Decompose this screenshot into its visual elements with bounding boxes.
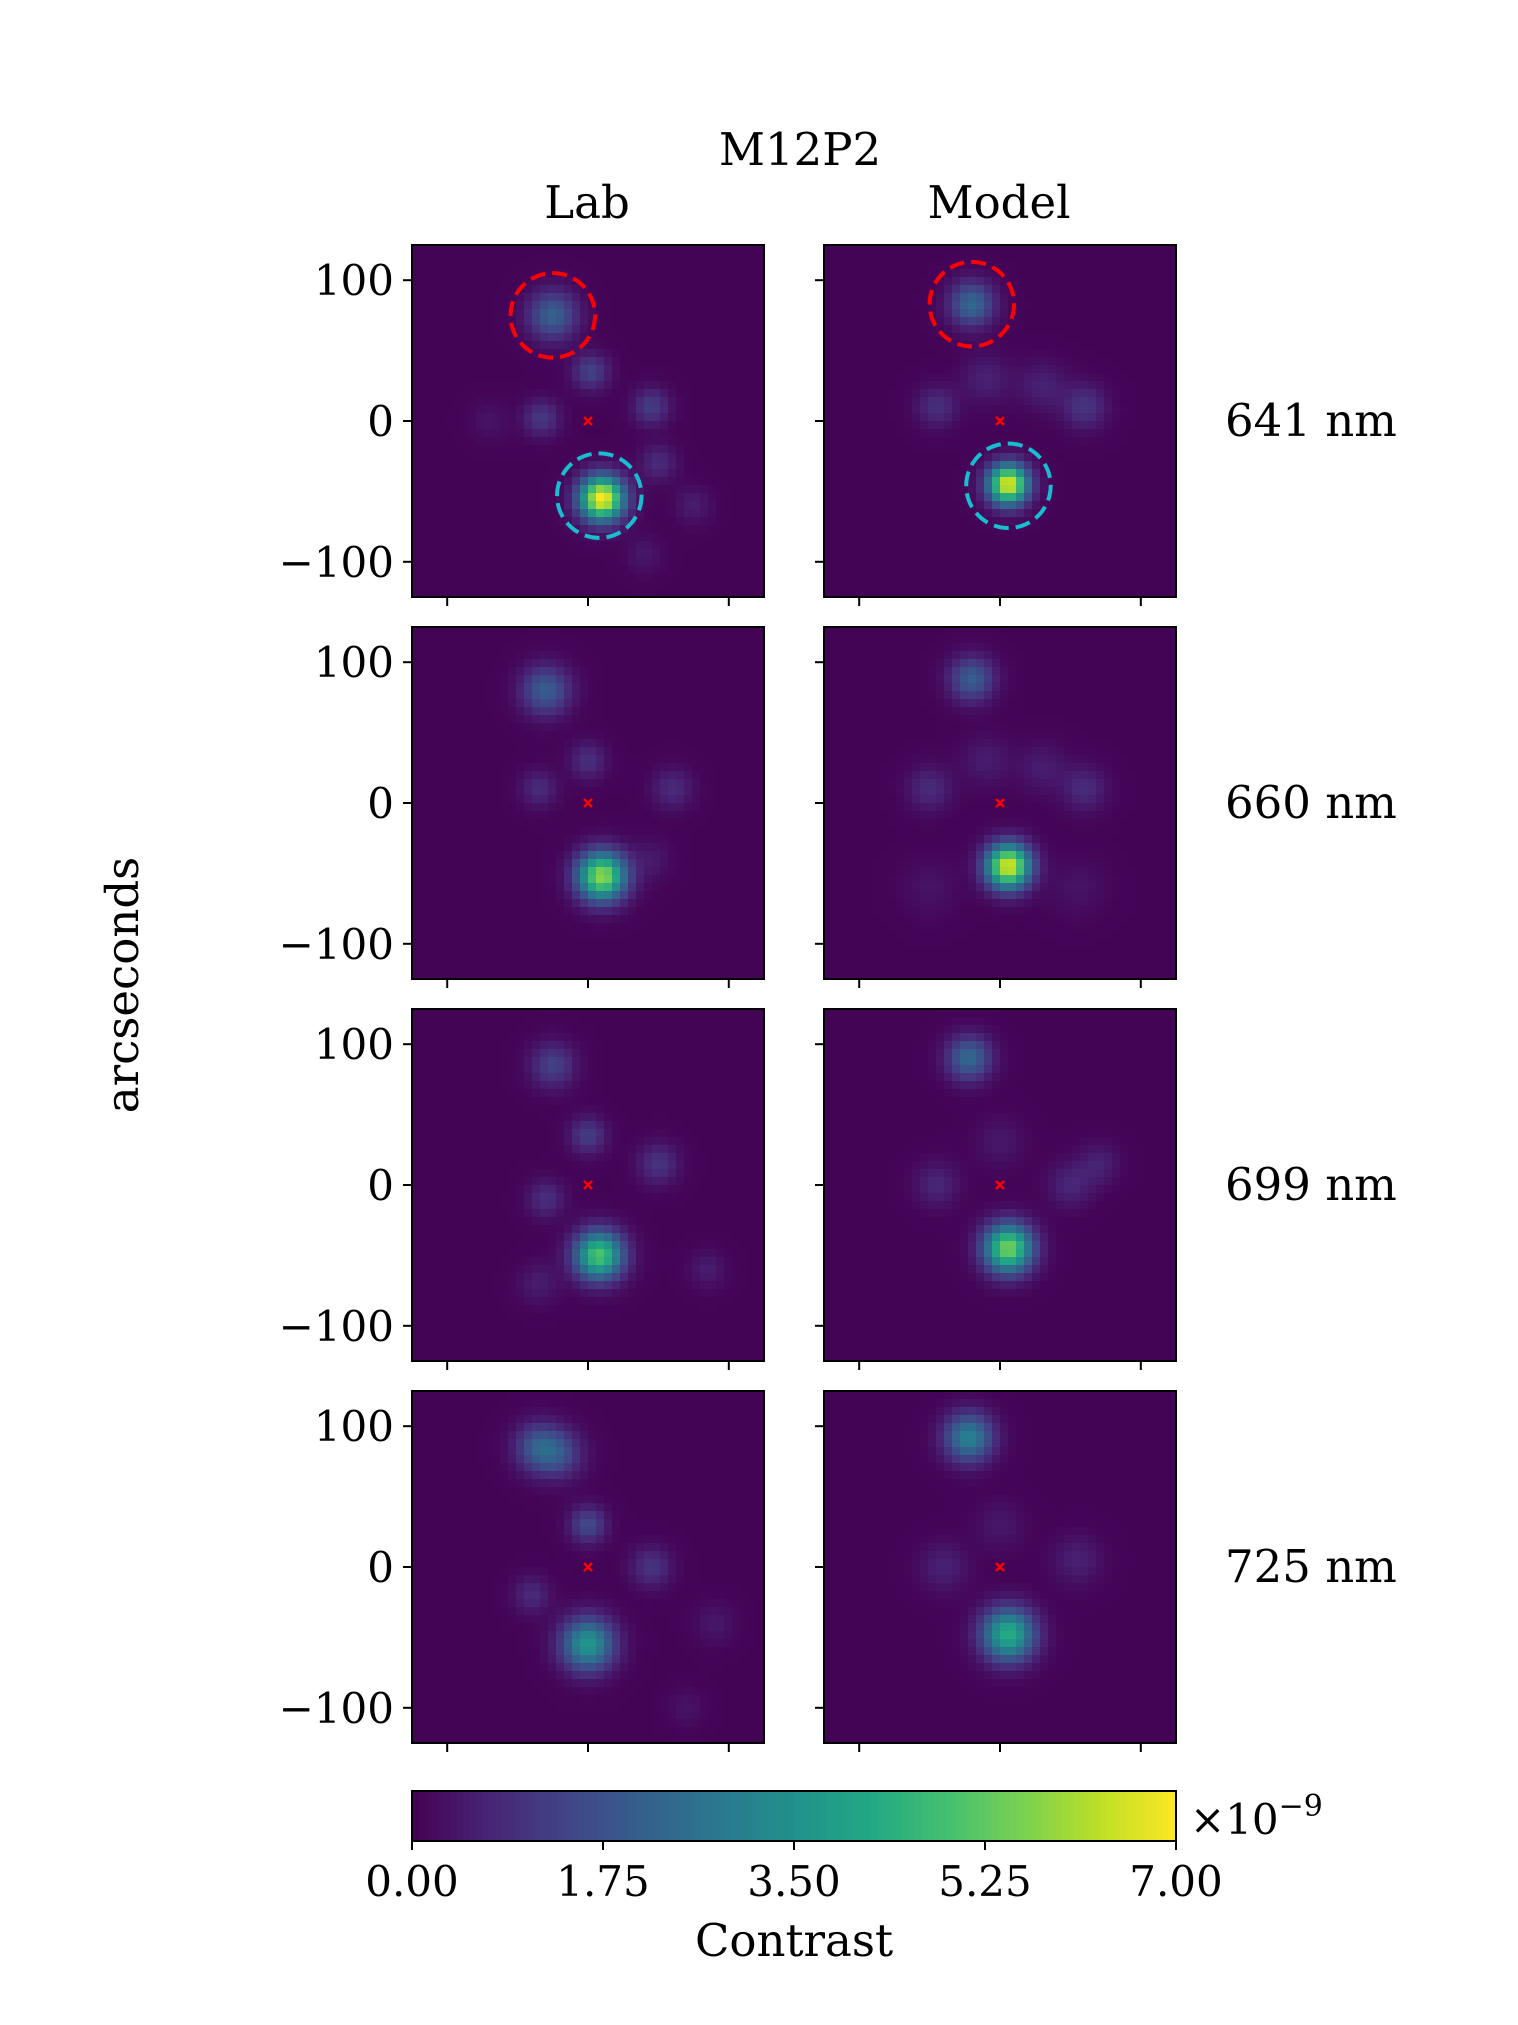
y-tick-label: 0 [367, 397, 394, 446]
center-marker [583, 1562, 593, 1572]
heatmap-image [412, 627, 765, 980]
center-marker [583, 1180, 593, 1190]
y-tick-label: −100 [279, 920, 394, 969]
colorbar-tick-label: 7.00 [1129, 1857, 1223, 1906]
panel-641-nm-model: 641 nm [815, 244, 1397, 606]
y-tick-label: 100 [314, 1020, 394, 1069]
target-circle [927, 259, 1017, 349]
target-circle [508, 271, 598, 360]
heatmap-image [412, 1009, 765, 1362]
y-tick-label: 100 [314, 638, 394, 687]
row-label-641-nm: 641 nm [1225, 394, 1397, 447]
y-tick-label: −100 [279, 1684, 394, 1733]
star-circle [964, 441, 1053, 531]
heatmap-image [824, 627, 1177, 980]
figure-title: M12P2 [719, 123, 881, 176]
colorbar-gradient [412, 1791, 1177, 1841]
center-marker [583, 416, 593, 426]
star-circle [555, 451, 644, 540]
colorbar-tick-label: 5.25 [938, 1857, 1032, 1906]
column-title-model: Model [928, 176, 1071, 229]
center-marker [995, 798, 1005, 808]
colorbar-tick-label: 3.50 [747, 1857, 841, 1906]
colorbar-label: Contrast [695, 1914, 893, 1967]
center-marker [995, 1180, 1005, 1190]
center-marker [583, 798, 593, 808]
row-label-725-nm: 725 nm [1225, 1540, 1397, 1593]
y-tick-label: 0 [367, 779, 394, 828]
center-marker [995, 1562, 1005, 1572]
panel-660-nm-model: 660 nm [815, 626, 1397, 988]
panel-grid: 100 0 −100 641 nm 100 0 −100 660 nm 100 0 −100 699 … [279, 244, 1397, 1752]
y-axis-label: arcseconds [96, 857, 149, 1113]
panel-699-nm-model: 699 nm [815, 1008, 1397, 1370]
heatmap-image [824, 1391, 1177, 1744]
panel-641-nm-lab: 100 0 −100 [279, 244, 765, 606]
y-tick-label: 0 [367, 1161, 394, 1210]
row-label-660-nm: 660 nm [1225, 776, 1397, 829]
colorbar-tick-label: 1.75 [556, 1857, 650, 1906]
panel-660-nm-lab: 100 0 −100 [279, 626, 765, 988]
panel-699-nm-lab: 100 0 −100 [279, 1008, 765, 1370]
colorbar-multiplier: ×10−9 [1190, 1789, 1323, 1844]
panel-725-nm-model: 725 nm [815, 1390, 1397, 1752]
heatmap-image [824, 245, 1177, 598]
y-tick-label: 100 [314, 1402, 394, 1451]
y-tick-label: −100 [279, 538, 394, 587]
column-title-lab: Lab [544, 176, 630, 229]
row-label-699-nm: 699 nm [1225, 1158, 1397, 1211]
colorbar-tick-label: 0.00 [365, 1857, 459, 1906]
center-marker [995, 416, 1005, 426]
panel-725-nm-lab: 100 0 −100 [279, 1390, 765, 1752]
y-tick-label: 100 [314, 256, 394, 305]
heatmap-image [412, 245, 765, 598]
heatmap-image [412, 1391, 765, 1744]
y-tick-label: −100 [279, 1302, 394, 1351]
y-tick-label: 0 [367, 1543, 394, 1592]
heatmap-image [824, 1009, 1177, 1362]
colorbar: 0.00 1.75 3.50 5.25 7.00 Contrast ×10−9 [365, 1789, 1323, 1967]
